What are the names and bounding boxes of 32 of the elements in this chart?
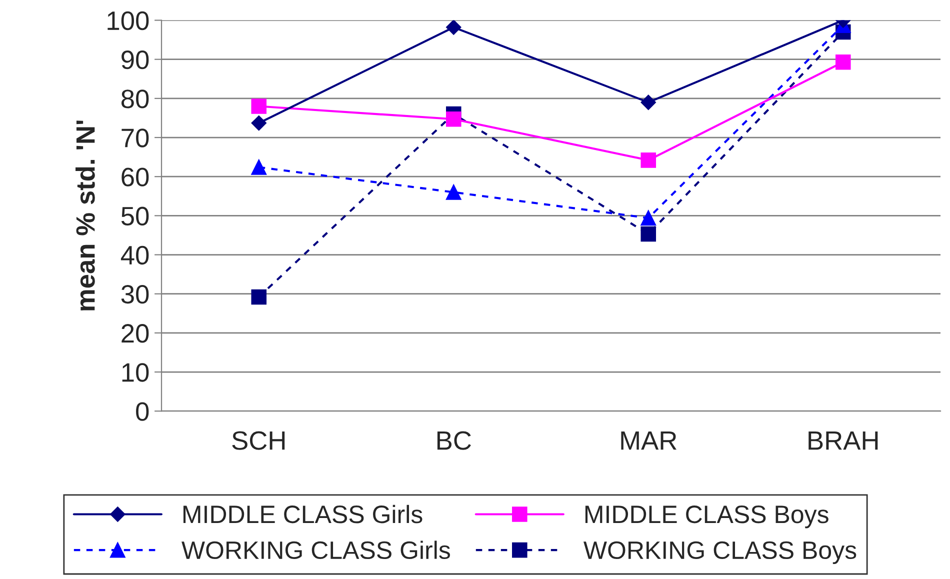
point [446, 112, 462, 127]
point [640, 210, 656, 226]
x-tick-label: MAR [621, 432, 676, 450]
point [640, 94, 656, 110]
y-tick-label: 10 [122, 363, 149, 382]
point [251, 160, 267, 175]
x-tick-label: BC [437, 431, 471, 450]
legend-label: MIDDLE CLASS Girls [183, 504, 422, 524]
x-tick-label: BRAH [808, 432, 878, 450]
y-tick-label: 40 [120, 246, 149, 265]
y-tick-label: 90 [122, 50, 149, 70]
point [251, 98, 267, 114]
y-tick-label: 80 [121, 90, 149, 108]
point [446, 20, 462, 35]
y-tick-label: 20 [122, 324, 149, 343]
point [835, 54, 851, 70]
x-tick-label: SCH [232, 431, 285, 450]
legend-label: MIDDLE CLASS Boys [585, 506, 828, 528]
legend-label: WORKING CLASS Boys [584, 541, 856, 564]
point [251, 289, 267, 305]
y-tick-label: 30 [121, 284, 149, 304]
point [251, 115, 266, 131]
y-tick-label: 100 [108, 11, 149, 30]
y-tick-label: 0 [136, 402, 149, 421]
point [640, 226, 656, 242]
y-tick-label: 60 [122, 168, 149, 186]
y-tick-label: 50 [121, 206, 149, 226]
y-axis-title: mean % std. 'N' [76, 120, 95, 310]
y-tick-label: 70 [122, 128, 149, 148]
point [640, 152, 656, 168]
point [446, 184, 462, 200]
legend-label: WORKING CLASS Girls [182, 540, 450, 560]
